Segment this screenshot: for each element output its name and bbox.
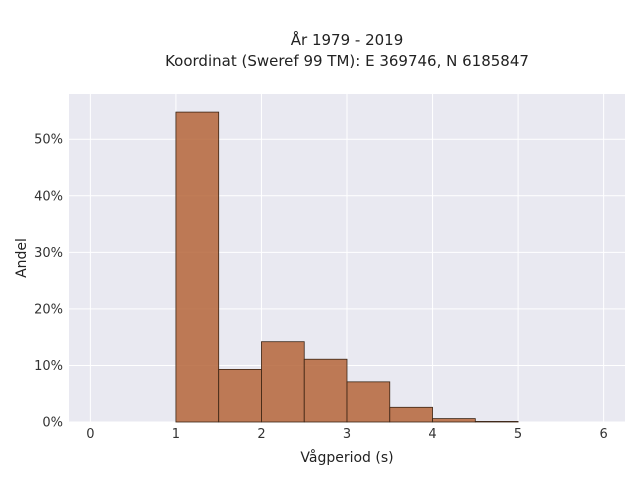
y-tick-label: 30%	[34, 246, 63, 261]
y-tick-label: 20%	[34, 302, 63, 317]
chart-title-line-1: År 1979 - 2019	[291, 30, 404, 49]
x-tick-label: 6	[599, 427, 607, 442]
histogram-bar-5	[389, 406, 433, 423]
x-axis-title: Vågperiod (s)	[300, 449, 393, 466]
x-tick-label: 4	[428, 427, 436, 442]
histogram-bar-1	[218, 369, 262, 423]
y-tick-label: 50%	[34, 133, 63, 148]
histogram-bar-6	[432, 418, 476, 423]
x-tick-label: 3	[343, 427, 351, 442]
histogram-bar-0	[175, 111, 220, 423]
histogram-bar-2	[261, 341, 305, 423]
y-tick-label: 40%	[34, 189, 63, 204]
y-tick-label: 10%	[34, 359, 63, 374]
x-tick-label: 0	[86, 427, 94, 442]
histogram-bar-4	[346, 381, 391, 423]
histogram-bar-7	[474, 421, 519, 423]
x-tick-label: 5	[514, 427, 522, 442]
y-axis-ticks: 0% 10% 20% 30% 40% 50%	[34, 133, 63, 431]
y-axis-title: Andel	[14, 238, 30, 278]
y-tick-label: 0%	[42, 416, 63, 431]
x-axis-ticks: 0 1 2 3 4 5 6	[86, 427, 608, 442]
x-tick-label: 1	[172, 427, 180, 442]
chart-title-line-2: Koordinat (Sweref 99 TM): E 369746, N 61…	[165, 52, 529, 70]
histogram-bar-3	[303, 358, 348, 423]
x-tick-label: 2	[257, 427, 265, 442]
bars	[175, 111, 519, 423]
